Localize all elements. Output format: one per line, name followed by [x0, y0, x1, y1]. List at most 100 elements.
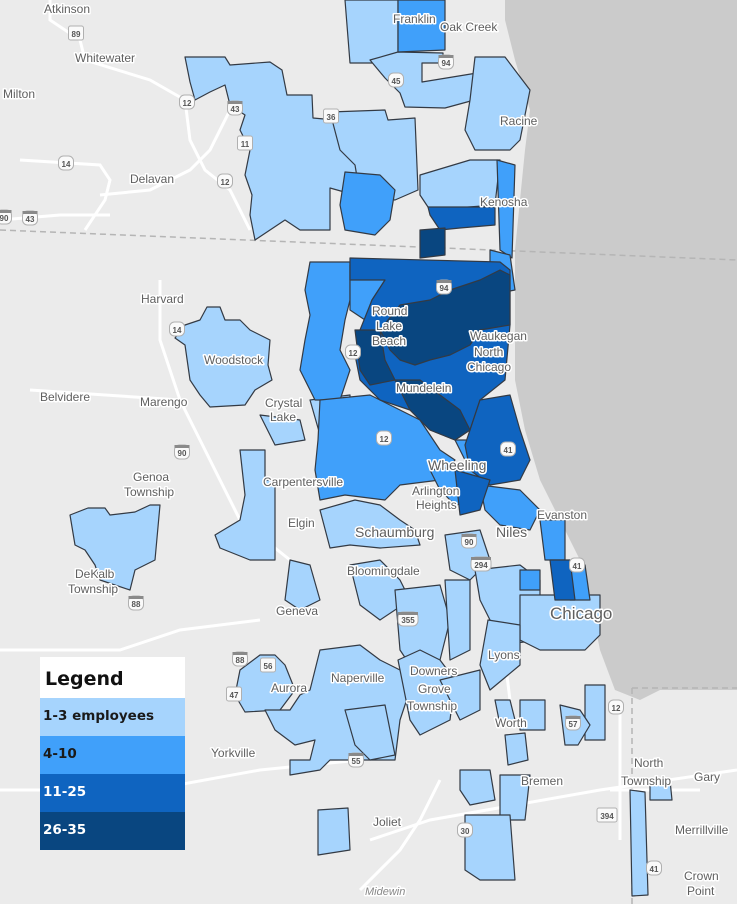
place-label: Crystal — [265, 396, 302, 410]
svg-text:394: 394 — [600, 812, 614, 821]
us-highway-shield-icon: 12 — [345, 344, 361, 360]
svg-text:45: 45 — [392, 77, 401, 86]
interstate-highway-shield-icon: 43 — [227, 100, 243, 116]
place-label: Delavan — [130, 172, 174, 186]
svg-text:94: 94 — [442, 59, 451, 68]
place-label: Kenosha — [480, 195, 528, 209]
svg-text:12: 12 — [221, 178, 230, 187]
legend-item-4-10: 4-10 — [40, 736, 185, 774]
state-highway-shield-icon: 89 — [68, 25, 84, 41]
interstate-highway-shield-icon: 57 — [565, 715, 581, 731]
us-highway-shield-icon: 14 — [169, 321, 185, 337]
svg-text:90: 90 — [465, 538, 474, 547]
svg-text:89: 89 — [72, 30, 81, 39]
svg-text:43: 43 — [26, 215, 35, 224]
place-label: Bremen — [521, 774, 563, 788]
legend-label: 4-10 — [43, 746, 77, 762]
place-label-major: Schaumburg — [355, 524, 434, 540]
place-label: Township — [407, 699, 457, 713]
place-label: Lyons — [488, 648, 520, 662]
place-label: Mundelein — [396, 381, 451, 395]
svg-text:12: 12 — [612, 704, 621, 713]
interstate-highway-shield-icon: 55 — [348, 752, 364, 768]
place-label: Carpentersville — [263, 475, 343, 489]
svg-text:14: 14 — [173, 326, 182, 335]
svg-text:41: 41 — [650, 865, 659, 874]
place-label: Evanston — [537, 508, 587, 522]
svg-text:355: 355 — [401, 616, 415, 625]
place-label-major: Wheeling — [428, 457, 486, 473]
place-label: DeKalb — [75, 567, 115, 581]
svg-text:12: 12 — [380, 435, 389, 444]
place-label: North — [474, 345, 503, 359]
legend-title: Legend — [40, 657, 185, 698]
place-label-major: Niles — [496, 524, 527, 540]
us-highway-shield-icon: 12 — [179, 94, 195, 110]
legend-label: 11-25 — [43, 784, 87, 800]
legend-label: 1-3 employees — [43, 708, 155, 724]
interstate-highway-shield-icon: 88 — [128, 595, 144, 611]
state-highway-shield-icon: 47 — [226, 686, 242, 702]
legend-label: 26-35 — [43, 822, 87, 838]
us-highway-shield-icon: 41 — [500, 441, 516, 457]
svg-text:30: 30 — [461, 827, 470, 836]
us-highway-shield-icon: 30 — [457, 822, 473, 838]
svg-text:12: 12 — [349, 349, 358, 358]
state-highway-shield-icon: 11 — [237, 135, 253, 151]
place-label: Arlington — [412, 484, 459, 498]
us-highway-shield-icon: 41 — [569, 557, 585, 573]
zones-26-35 — [354, 227, 511, 441]
place-label: Lake — [376, 319, 402, 333]
svg-text:56: 56 — [264, 662, 273, 671]
place-label: Atkinson — [44, 2, 90, 16]
place-label: Yorkville — [211, 746, 256, 760]
state-highway-shield-icon: 56 — [260, 657, 276, 673]
us-highway-shield-icon: 41 — [646, 860, 662, 876]
svg-text:88: 88 — [236, 656, 245, 665]
place-label: Aurora — [271, 681, 307, 695]
place-label: Belvidere — [40, 390, 90, 404]
svg-text:47: 47 — [230, 691, 239, 700]
svg-text:90: 90 — [0, 214, 9, 223]
us-highway-shield-icon: 14 — [58, 155, 74, 171]
place-label: Genoa — [133, 470, 169, 484]
svg-text:55: 55 — [352, 757, 361, 766]
place-label: Township — [124, 485, 174, 499]
state-line-dashed — [0, 229, 737, 261]
place-label: North — [634, 756, 663, 770]
us-highway-shield-icon: 45 — [388, 72, 404, 88]
place-label: Township — [621, 774, 671, 788]
place-label: Merrillville — [675, 823, 729, 837]
interstate-highway-shield-icon: 355 — [397, 611, 419, 627]
interstate-highway-shield-icon: 94 — [436, 279, 452, 295]
interstate-highway-shield-icon: 88 — [232, 651, 248, 667]
place-label: Crown — [684, 869, 719, 883]
interstate-highway-shield-icon: 43 — [22, 210, 38, 226]
place-label: Township — [68, 582, 118, 596]
legend-item-26-35: 26-35 — [40, 812, 185, 850]
state-highway-shield-icon: 394 — [596, 807, 618, 823]
legend-item-1-3: 1-3 employees — [40, 698, 185, 736]
place-label: Joliet — [373, 815, 402, 829]
us-highway-shield-icon: 12 — [376, 430, 392, 446]
svg-text:294: 294 — [474, 561, 488, 570]
us-highway-shield-icon: 12 — [608, 699, 624, 715]
place-label: Round — [372, 304, 407, 318]
place-label: Naperville — [331, 671, 385, 685]
place-label: Worth — [495, 716, 527, 730]
legend: Legend 1-3 employees 4-10 11-25 26-35 — [40, 657, 185, 850]
svg-text:57: 57 — [569, 720, 578, 729]
place-label: Heights — [416, 498, 457, 512]
place-label: Midewin — [365, 886, 405, 898]
place-label: Marengo — [140, 395, 188, 409]
highway-shields: 89 12 43 36 11 14 12 90 43 45 94 14 94 12 12 41 90 90 294 4… — [0, 25, 662, 876]
place-label: Harvard — [141, 292, 184, 306]
place-label: Racine — [500, 114, 538, 128]
place-label-major: Chicago — [550, 604, 612, 623]
interstate-highway-shield-icon: 94 — [438, 54, 454, 70]
legend-item-11-25: 11-25 — [40, 774, 185, 812]
svg-text:41: 41 — [573, 562, 582, 571]
